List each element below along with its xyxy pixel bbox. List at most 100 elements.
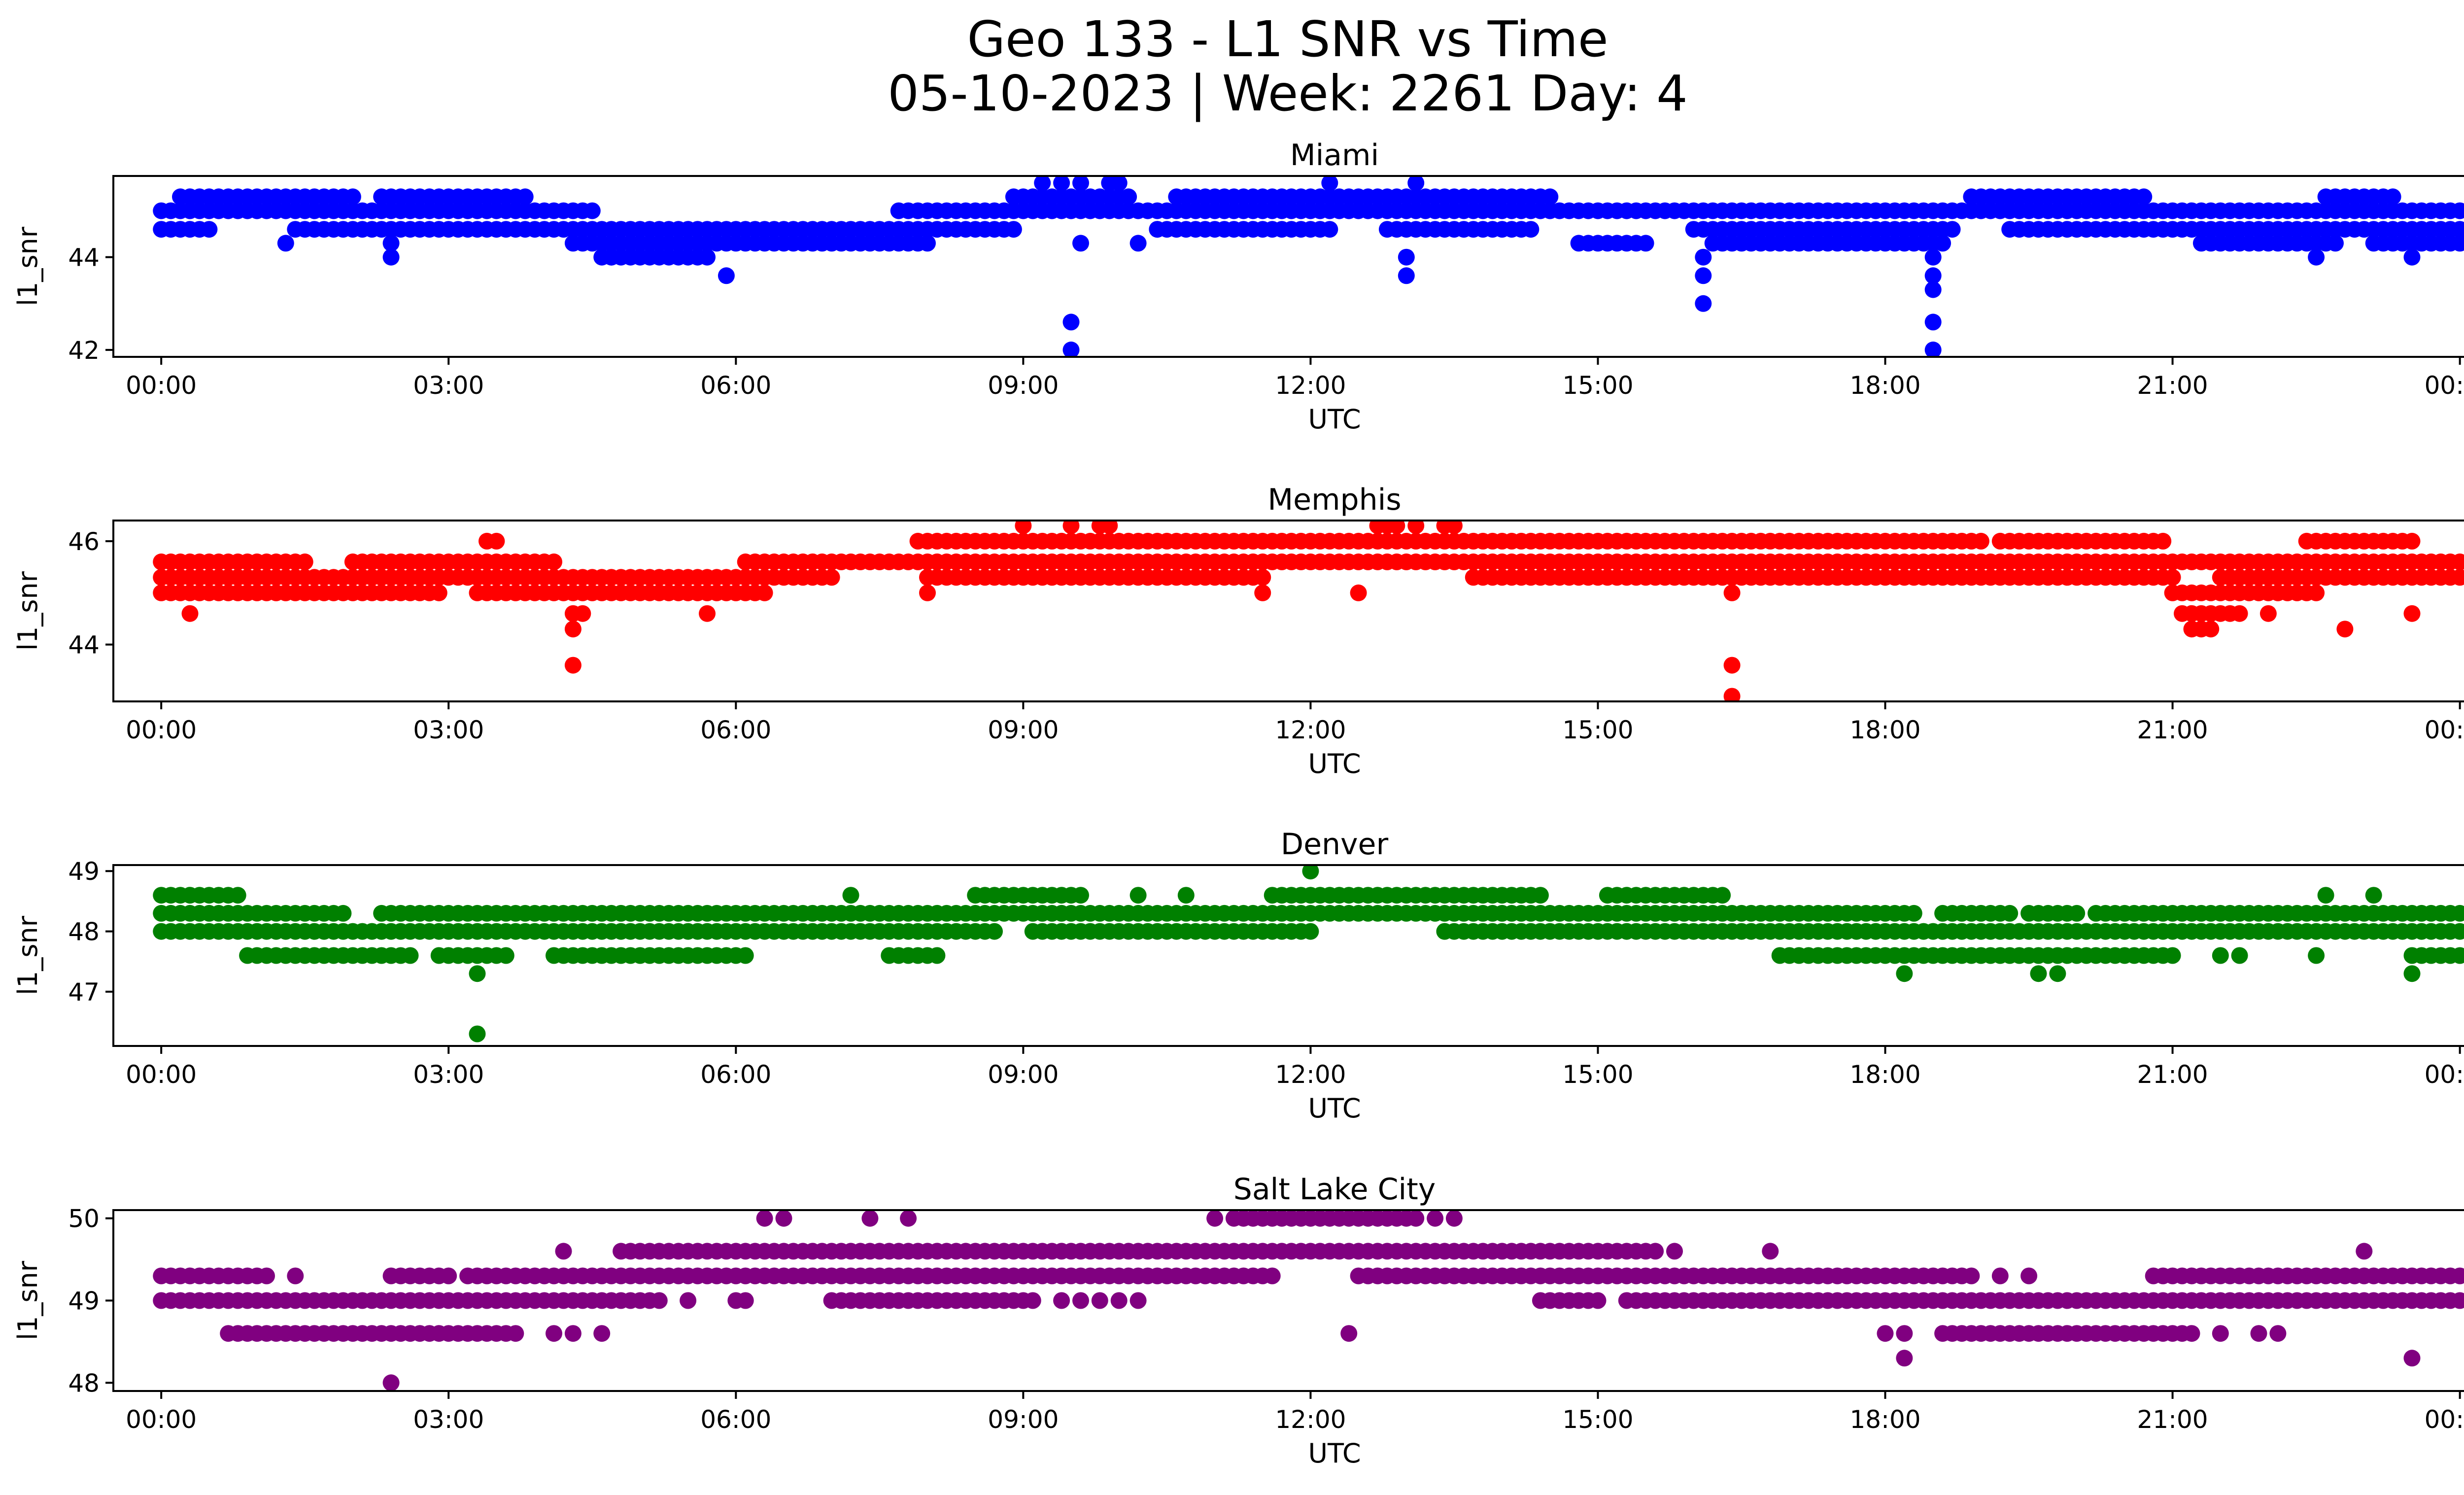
data-point: [1714, 887, 1731, 904]
data-point: [699, 605, 716, 622]
axes-frame: [112, 175, 2464, 358]
data-point: [497, 947, 514, 964]
subplot-2: Denver 00:00 03:00 06:00 09:00 12:00 15:00 18:0…: [12, 827, 2464, 1124]
y-tick-label: 46: [68, 527, 100, 556]
data-point: [382, 248, 400, 266]
data-point: [1340, 1325, 1358, 1342]
data-point: [1129, 1292, 1147, 1309]
data-point: [928, 947, 946, 964]
data-point: [1877, 1325, 1894, 1342]
data-point: [2202, 621, 2220, 638]
x-tick-label: 00:00: [2425, 1405, 2464, 1434]
data-point: [344, 188, 361, 206]
data-point: [1072, 887, 1089, 904]
data-point: [516, 188, 534, 206]
data-point: [1991, 1267, 2009, 1285]
data-point: [440, 1267, 457, 1285]
data-point: [546, 553, 562, 570]
data-point: [1321, 176, 1338, 192]
data-point: [1934, 235, 1951, 252]
data-point: [1924, 341, 1942, 357]
data-point: [1762, 1243, 1779, 1260]
data-point: [2336, 621, 2354, 638]
x-tick-label: 06:00: [700, 716, 771, 744]
x-tick-label: 00:00: [2425, 716, 2464, 744]
x-tick-label: 03:00: [413, 371, 484, 400]
data-point: [2327, 235, 2344, 252]
x-tick-label: 18:00: [1849, 1405, 1920, 1434]
x-tick-label: 00:00: [2425, 371, 2464, 400]
data-point: [2049, 965, 2066, 982]
data-point: [335, 904, 352, 922]
figure-title: Geo 133 - L1 SNR vs Time: [967, 10, 1608, 68]
subplot-0: Miami 00:00 03:00 06:00 09:00 12:00 15:00 18:00…: [12, 138, 2464, 435]
data-point: [1302, 865, 1319, 880]
data-point: [2451, 1292, 2464, 1309]
data-point: [775, 1210, 792, 1227]
data-point: [1445, 1210, 1463, 1227]
data-point: [1637, 235, 1654, 252]
data-point: [718, 267, 735, 284]
data-point: [574, 605, 591, 622]
data-point: [1398, 248, 1415, 266]
data-point: [1436, 923, 1453, 940]
data-point: [842, 887, 859, 904]
data-point: [593, 1325, 611, 1342]
data-point: [287, 1267, 304, 1285]
data-point: [1522, 221, 1540, 238]
data-point: [469, 965, 486, 982]
x-tick-label: 12:00: [1275, 1405, 1346, 1434]
data-point: [986, 923, 1003, 940]
data-point: [1062, 313, 1080, 331]
data-point: [1053, 1292, 1070, 1309]
data-point: [1005, 221, 1022, 238]
data-point: [2403, 605, 2421, 622]
data-point: [1407, 1210, 1425, 1227]
data-point: [1532, 887, 1549, 904]
x-tick-label: 15:00: [1562, 371, 1633, 400]
data-point: [2451, 221, 2464, 238]
x-tick-label: 18:00: [1849, 371, 1920, 400]
data-point: [564, 621, 582, 638]
data-point: [488, 532, 505, 550]
data-point: [1072, 1292, 1089, 1309]
y-tick-label: 44: [68, 243, 100, 272]
data-point: [2451, 553, 2464, 570]
data-point: [1905, 904, 1922, 922]
data-point: [2451, 202, 2464, 219]
data-point: [1129, 887, 1147, 904]
data-point: [2068, 904, 2086, 922]
data-point: [2020, 1267, 2038, 1285]
y-axis-label: l1_snr: [12, 571, 43, 651]
data-points: [153, 521, 2464, 701]
data-point: [2317, 887, 2334, 904]
data-point: [1695, 295, 1712, 312]
data-point: [2001, 904, 2019, 922]
y-tick-label: 44: [68, 631, 100, 660]
data-point: [2451, 923, 2464, 940]
data-point: [1541, 188, 1559, 206]
x-tick-label: 18:00: [1849, 1060, 1920, 1089]
data-point: [2183, 1325, 2200, 1342]
y-axis-label: l1_snr: [12, 1260, 43, 1340]
data-point: [1225, 1210, 1242, 1227]
x-tick-label: 06:00: [700, 371, 771, 400]
data-point: [1924, 267, 1942, 284]
y-tick-label: 49: [68, 1287, 100, 1316]
x-axis-label: UTC: [1308, 748, 1361, 779]
x-tick-label: 09:00: [988, 1405, 1059, 1434]
data-point: [603, 248, 620, 266]
data-point: [2451, 569, 2464, 586]
data-point: [2231, 605, 2248, 622]
x-tick-label: 03:00: [413, 716, 484, 744]
data-point: [1695, 248, 1712, 266]
data-point: [1445, 521, 1463, 534]
data-point: [1407, 521, 1425, 534]
data-point: [1398, 267, 1415, 284]
data-point: [2451, 947, 2464, 964]
data-point: [1072, 235, 1089, 252]
data-point: [823, 569, 840, 586]
data-point: [1723, 584, 1741, 601]
data-point: [583, 202, 601, 219]
